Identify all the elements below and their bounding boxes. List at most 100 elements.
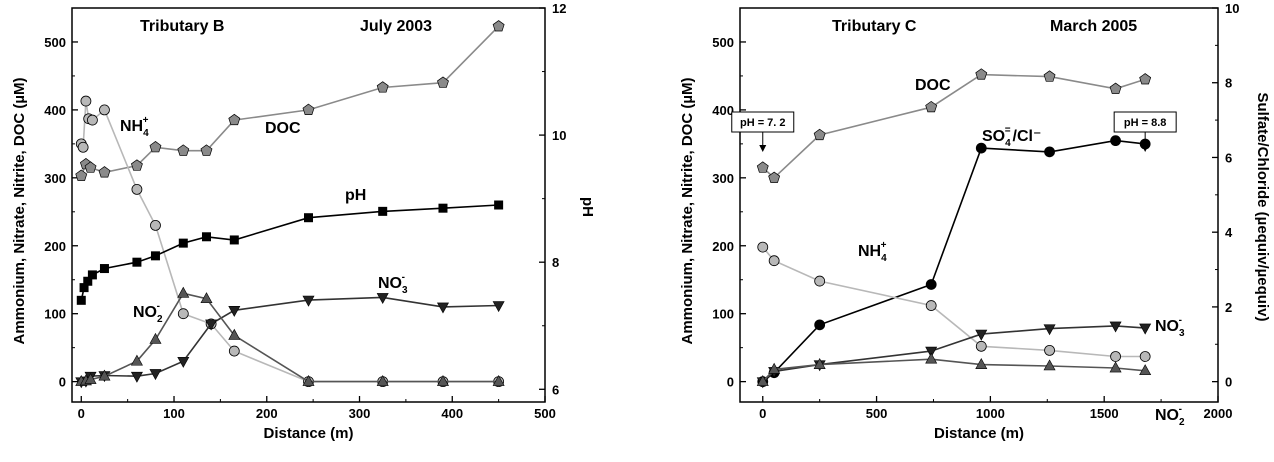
series-label-nh4: NH4+	[120, 115, 149, 139]
point-no3	[177, 356, 190, 368]
series-line-doc	[80, 25, 500, 177]
series-label-no2: NO2-	[1155, 404, 1185, 428]
point-nh4	[1139, 351, 1151, 362]
series-nh4: NH4+	[757, 240, 1151, 362]
point-ph	[494, 200, 504, 210]
point-so4-cl	[1110, 135, 1121, 147]
y-tick-label: 300	[44, 171, 66, 186]
series-label-no3: NO3-	[378, 272, 408, 296]
point-doc	[925, 100, 938, 113]
series-doc: DOC	[756, 68, 1152, 183]
point-nh4	[99, 104, 110, 116]
point-no2	[149, 332, 162, 344]
x-tick-label: 1500	[1090, 406, 1119, 421]
point-no2	[376, 374, 389, 386]
point-no2	[1139, 364, 1152, 376]
point-nh4	[228, 345, 240, 357]
point-ph	[229, 235, 239, 245]
x-tick-label: 0	[78, 406, 85, 421]
series-no3: NO3-	[756, 315, 1185, 389]
chart-tributary-c: 0 500 1000 1500 2000 0 100 200 300 400 500 0 2 4 6 8 10 D…	[679, 1, 1271, 442]
point-doc	[149, 141, 162, 153]
y2-tick-label: 2	[1225, 300, 1232, 315]
header-date: July 2003	[360, 18, 432, 35]
y-tick-label: 400	[44, 103, 66, 118]
series-no2: NO2-	[75, 286, 505, 386]
point-doc	[1109, 82, 1122, 94]
series-no2: NO2-	[756, 352, 1185, 428]
point-nh4	[150, 219, 161, 231]
annotation-text: pH = 7. 2	[740, 117, 786, 129]
y-tick-label: 0	[727, 375, 734, 390]
header-site: Tributary B	[140, 18, 224, 35]
point-ph	[87, 270, 97, 280]
point-ph	[132, 257, 142, 267]
point-no3	[1109, 321, 1122, 333]
y2-axis-label: Sulfate/Chloride (µequiv/µequiv)	[1254, 93, 1271, 322]
point-doc	[228, 113, 241, 126]
series-line-no2	[762, 358, 1146, 383]
x-axis-label: Distance (m)	[934, 425, 1024, 442]
point-no2	[98, 369, 111, 381]
series-line-so4-cl	[762, 139, 1146, 383]
point-ph	[83, 276, 93, 286]
point-no3	[925, 346, 938, 358]
point-doc	[98, 166, 111, 178]
point-no2	[130, 354, 143, 366]
point-no2	[302, 374, 315, 386]
header-date: March 2005	[1050, 18, 1137, 35]
point-so4-cl	[1044, 146, 1055, 158]
point-doc	[437, 76, 449, 88]
series-so4-cl: SO4=/Cl⁻	[757, 125, 1151, 388]
point-ph	[79, 283, 89, 293]
point-no2	[228, 328, 241, 340]
point-ph	[99, 264, 109, 274]
point-no3	[130, 371, 143, 383]
x-tick-label: 100	[163, 406, 185, 421]
point-nh4	[131, 183, 143, 195]
point-so4-cl	[925, 279, 937, 290]
y2-tick-label: 10	[1225, 1, 1239, 16]
point-no2	[177, 286, 190, 298]
y-tick-label: 500	[712, 35, 734, 50]
point-ph	[378, 206, 388, 216]
point-no3	[228, 305, 241, 317]
x-axis-label: Distance (m)	[263, 425, 353, 442]
y2-tick-label: 12	[552, 1, 566, 16]
point-no3	[302, 295, 315, 307]
point-nh4	[1044, 344, 1055, 356]
plot-frame	[71, 7, 546, 403]
annotation-arrow-head	[759, 145, 767, 152]
point-doc	[302, 103, 315, 115]
point-so4-cl	[814, 319, 826, 331]
x-tick-label: 0	[759, 406, 766, 421]
point-no2	[1109, 361, 1122, 373]
annotation-arrow-head	[1141, 145, 1149, 152]
series-label-nh4: NH4+	[858, 240, 887, 264]
point-nh4	[768, 255, 780, 267]
header-site: Tributary C	[832, 18, 917, 35]
point-nh4	[80, 95, 92, 107]
point-no2	[492, 374, 505, 386]
y2-axis-label: pH	[579, 197, 596, 217]
point-no2	[813, 358, 826, 369]
point-nh4	[814, 275, 826, 287]
point-no3	[376, 293, 389, 305]
annotation-ph-box: pH = 8.8	[1113, 111, 1177, 152]
annotation-text: pH = 8.8	[1124, 117, 1167, 129]
point-so4-cl	[975, 142, 987, 154]
series-line-doc	[762, 73, 1146, 179]
chart-tributary-b: 0 100 200 300 400 500 0 100 200 300 400 500 6 8 10 12 Di…	[11, 1, 596, 442]
point-doc	[177, 144, 190, 156]
point-doc	[1139, 73, 1152, 85]
series-label-so4-cl: SO4=/Cl⁻	[982, 125, 1041, 149]
point-nh4	[1110, 351, 1121, 362]
y-tick-label: 300	[712, 171, 734, 186]
series-line-nh4	[80, 100, 499, 383]
point-ph	[438, 203, 448, 213]
x-tick-label: 1000	[976, 406, 1005, 421]
x-tick-label: 400	[441, 406, 463, 421]
plot-frame	[739, 7, 1219, 403]
y2-tick-label: 8	[1225, 76, 1232, 91]
